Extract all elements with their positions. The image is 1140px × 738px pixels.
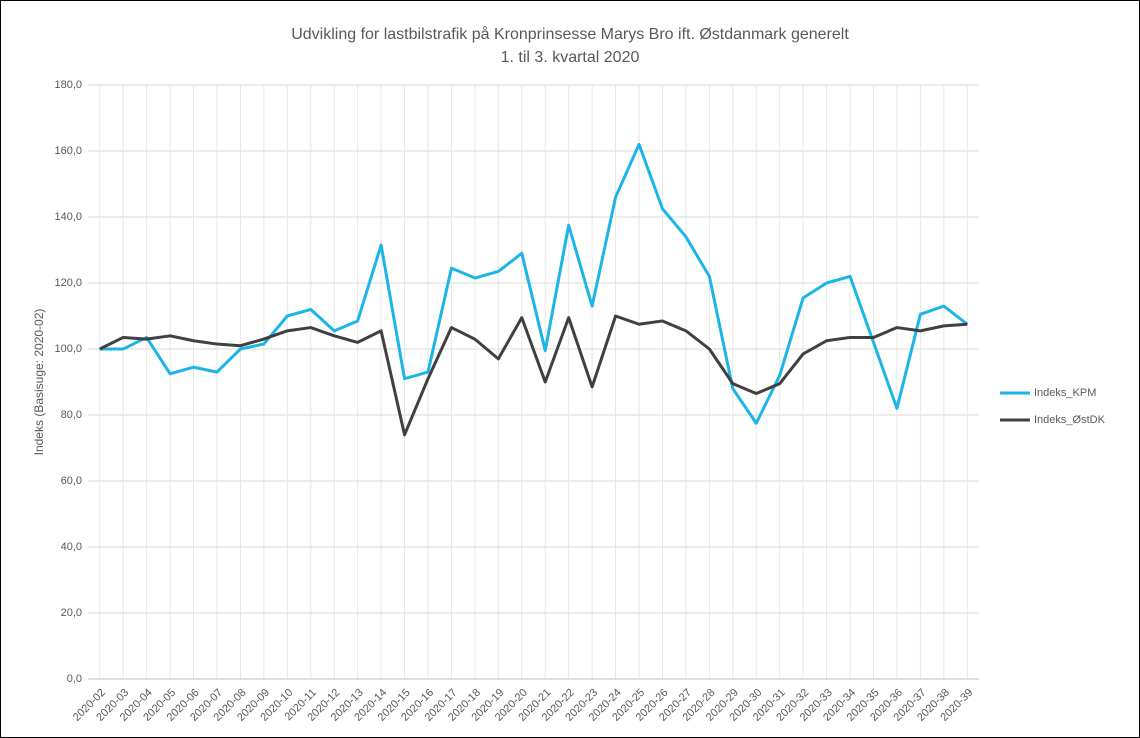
y-tick-label: 40,0 — [61, 541, 82, 553]
y-tick-label: 20,0 — [61, 607, 82, 619]
chart-subtitle: 1. til 3. kvartal 2020 — [501, 49, 640, 66]
series-line — [99, 142, 969, 425]
y-axis-label: Indeks (Basisuge: 2020-02) — [32, 309, 46, 456]
series-line — [99, 314, 968, 437]
y-tick-label: 100,0 — [54, 343, 82, 355]
chart-title: Udvikling for lastbilstrafik på Kronprin… — [291, 25, 849, 43]
y-tick-label: 120,0 — [54, 277, 82, 289]
y-tick-label: 160,0 — [54, 145, 82, 157]
y-tick-label: 80,0 — [61, 409, 82, 421]
y-tick-label: 60,0 — [61, 475, 82, 487]
legend-label: Indeks_ØstDK — [1034, 414, 1106, 426]
y-tick-label: 180,0 — [54, 79, 82, 91]
y-tick-label: 140,0 — [54, 211, 82, 223]
legend-label: Indeks_KPM — [1034, 387, 1096, 399]
y-tick-label: 0,0 — [67, 673, 82, 685]
